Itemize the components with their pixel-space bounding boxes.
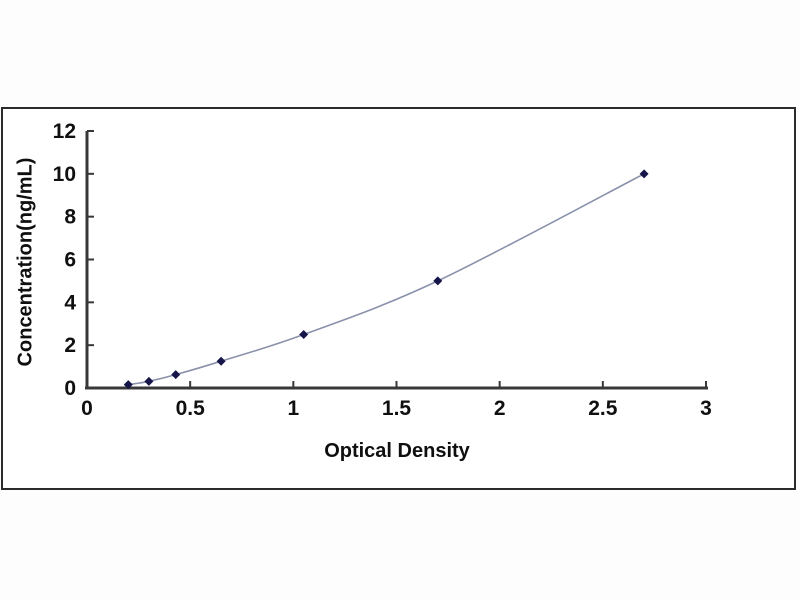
- x-tick-label: 0: [81, 397, 93, 420]
- y-tick-label: 2: [64, 334, 76, 357]
- y-axis-label: Concentration(ng/mL): [14, 157, 37, 367]
- y-tick-label: 8: [64, 206, 76, 229]
- data-point-marker: [171, 370, 181, 380]
- y-tick-label: 0: [64, 377, 76, 400]
- data-point-marker: [123, 380, 133, 390]
- x-tick-label: 1.5: [382, 397, 412, 420]
- x-axis-label: Optical Density: [324, 440, 470, 462]
- data-point-marker: [216, 356, 226, 366]
- y-tick-label: 12: [53, 120, 76, 143]
- x-tick-label: 2: [494, 397, 506, 420]
- y-tick-label: 6: [64, 249, 76, 272]
- data-point-marker: [144, 376, 154, 386]
- x-tick-label: 2.5: [588, 397, 618, 420]
- standard-curve-line: [128, 173, 645, 386]
- y-tick-label: 4: [64, 291, 76, 314]
- x-tick-label: 3: [700, 397, 712, 420]
- x-tick-label: 0.5: [176, 397, 206, 420]
- x-tick-label: 1: [287, 397, 299, 420]
- y-tick-label: 10: [53, 163, 76, 186]
- data-point-marker: [639, 169, 649, 179]
- data-point-marker: [433, 276, 443, 286]
- data-point-marker: [299, 329, 309, 339]
